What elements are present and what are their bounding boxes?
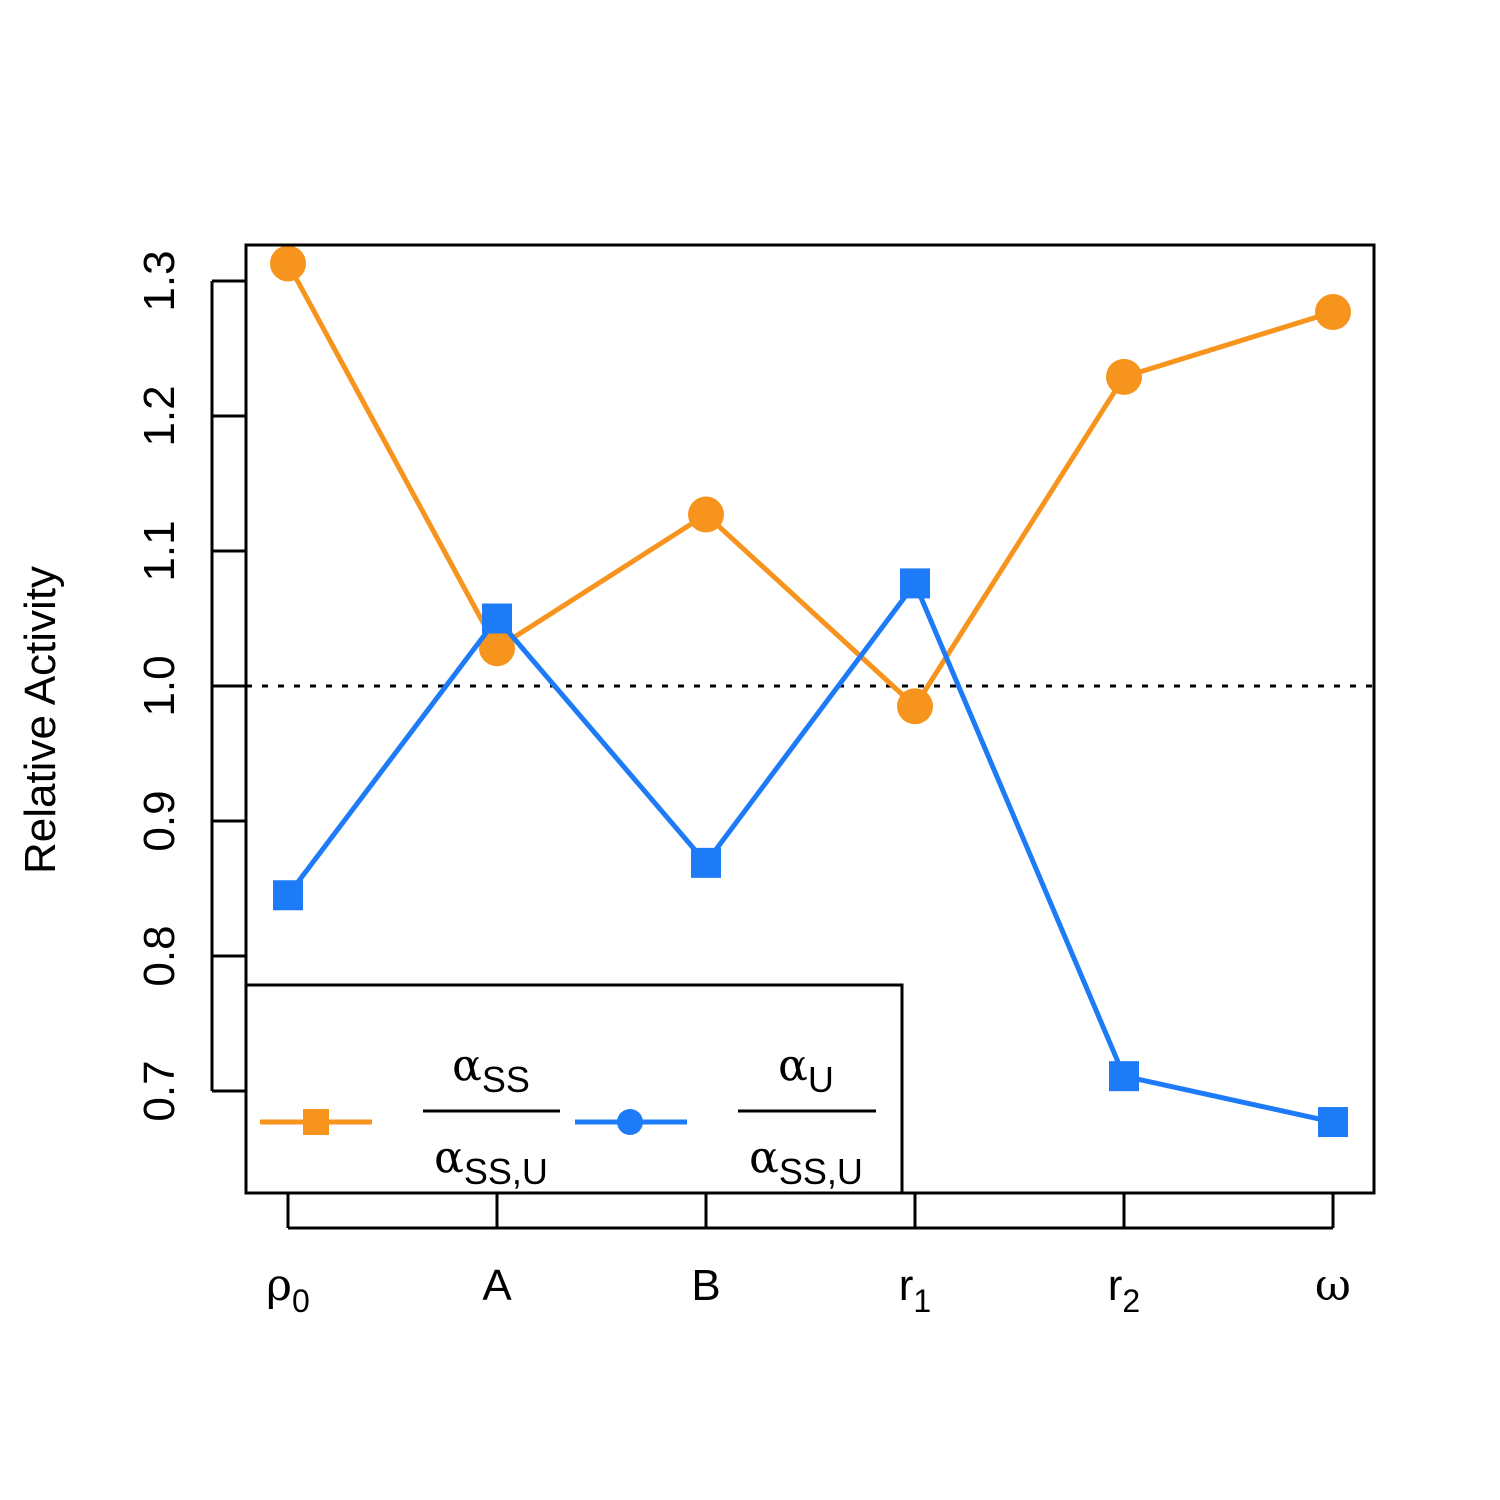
legend-marker-circle — [617, 1109, 643, 1135]
series-line-u — [286, 580, 1334, 1125]
x-tick-label-base: ω — [1315, 1260, 1351, 1311]
legend-numerator: αU — [778, 1040, 834, 1100]
x-tick-label-base: r — [1108, 1261, 1123, 1310]
point-ss-2 — [688, 496, 724, 533]
x-tick-label: A — [482, 1261, 512, 1310]
legend-box — [244, 983, 904, 1195]
series-line-ss — [285, 262, 1334, 709]
legend-numerator: αSS — [452, 1040, 530, 1100]
legend-denominator: αSS,U — [434, 1132, 548, 1192]
x-tick-label-subscript: 0 — [292, 1283, 310, 1319]
point-ss-3 — [897, 688, 933, 725]
plot-area — [244, 243, 1376, 1195]
series-u — [273, 568, 1348, 1138]
legend-numerator-subscript: U — [808, 1059, 834, 1100]
point-ss-1 — [479, 630, 515, 667]
point-ss-5 — [1315, 294, 1351, 331]
x-tick-label: ρ0 — [266, 1260, 310, 1319]
x-tick-label: r1 — [899, 1261, 931, 1319]
point-u-2 — [691, 847, 721, 878]
x-tick-label: B — [691, 1261, 720, 1310]
point-ss-4 — [1106, 358, 1142, 395]
legend-numerator-base: α — [778, 1040, 808, 1091]
point-u-4 — [1109, 1061, 1139, 1092]
legend-denominator-base: α — [749, 1132, 779, 1183]
y-tick-label: 1.1 — [135, 520, 184, 581]
x-tick-label-base: B — [691, 1261, 720, 1310]
y-tick-label: 0.9 — [135, 790, 184, 851]
x-tick-label-base: A — [482, 1261, 512, 1310]
legend-numerator-base: α — [452, 1040, 482, 1091]
y-tick-label: 0.7 — [135, 1060, 184, 1121]
x-tick-label: r2 — [1108, 1261, 1140, 1319]
y-tick-label: 1.3 — [135, 250, 184, 311]
legend-denominator-subscript: SS,U — [779, 1151, 863, 1192]
x-tick-label-subscript: 2 — [1122, 1283, 1140, 1319]
point-ss-0 — [270, 245, 306, 282]
x-tick-label-subscript: 1 — [913, 1283, 931, 1319]
legend-denominator-base: α — [434, 1132, 464, 1183]
y-axis: 0.7 0.8 0.9 1.0 1.1 1.2 1.3 — [135, 250, 246, 1122]
x-tick-label: ω — [1315, 1260, 1351, 1311]
legend-marker-square — [303, 1109, 329, 1135]
x-tick-label-base: ρ — [266, 1260, 292, 1311]
point-u-5 — [1318, 1107, 1348, 1138]
legend-numerator-subscript: SS — [482, 1059, 530, 1100]
series-ss — [270, 245, 1351, 725]
point-u-1 — [482, 603, 512, 634]
x-tick-label-base: r — [899, 1261, 914, 1310]
y-tick-label: 0.8 — [135, 925, 184, 986]
legend-denominator-subscript: SS,U — [464, 1151, 548, 1192]
y-axis-title: Relative Activity — [16, 566, 65, 874]
y-tick-label: 1.0 — [135, 655, 184, 716]
point-u-0 — [273, 880, 303, 911]
legend-denominator: αSS,U — [749, 1132, 863, 1192]
point-u-3 — [900, 568, 930, 599]
y-tick-label: 1.2 — [135, 385, 184, 446]
